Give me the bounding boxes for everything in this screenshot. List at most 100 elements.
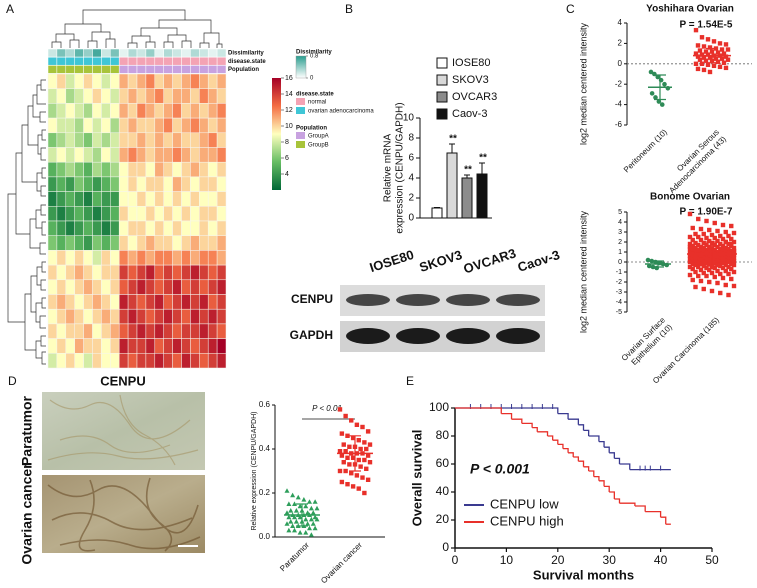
heatmap-cell <box>136 338 147 354</box>
y-tick-label: 5 <box>618 209 622 216</box>
survival-step <box>578 460 585 467</box>
data-point <box>711 63 717 69</box>
annotation-cell <box>101 56 111 66</box>
survival-step <box>511 418 523 424</box>
data-point <box>687 234 693 240</box>
heatmap-cell <box>47 220 58 236</box>
heatmap-cell <box>101 73 111 89</box>
annotation-cell <box>181 65 191 74</box>
blot-row-label: CENPU <box>291 292 333 306</box>
survival-step <box>598 440 605 448</box>
data-point <box>696 242 701 248</box>
heatmap-cell <box>101 161 111 178</box>
survival-step <box>660 516 667 525</box>
heatmap-cell <box>65 191 75 207</box>
data-point <box>726 264 731 270</box>
heatmap-cell <box>207 353 218 369</box>
data-point <box>731 230 737 236</box>
survival-step <box>645 510 662 518</box>
data-point <box>712 257 717 263</box>
x-axis-label: Survival months <box>533 567 634 582</box>
annotation-cell <box>163 56 173 66</box>
heatmap-cell <box>163 353 173 369</box>
data-point <box>367 460 373 465</box>
heatmap-cell <box>145 264 156 281</box>
heatmap-cell <box>199 250 209 266</box>
data-point <box>290 523 296 528</box>
heatmap-cell <box>101 220 111 236</box>
heatmap-cell <box>154 220 164 236</box>
data-point <box>345 482 350 487</box>
legend-swatch <box>296 141 305 148</box>
heatmap-cell <box>47 294 58 310</box>
heatmap-cell <box>136 294 147 310</box>
data-point <box>707 45 713 50</box>
heatmap-cell <box>145 161 156 178</box>
data-point <box>648 69 654 75</box>
heatmap-cell <box>101 88 111 104</box>
data-point <box>729 257 734 263</box>
heatmap-cell <box>118 88 129 104</box>
x-tick-label: 50 <box>705 553 719 567</box>
data-point <box>646 263 652 269</box>
heatmap-cell <box>47 161 58 178</box>
heatmap-cell <box>110 250 120 266</box>
heatmap-cell <box>145 294 156 310</box>
p-value: P = 1.54E-5 <box>680 20 733 31</box>
data-point <box>362 490 367 496</box>
data-point <box>704 250 709 256</box>
heatmap-cell <box>127 235 138 251</box>
heatmap-cell <box>92 250 102 266</box>
data-point <box>337 468 343 474</box>
heatmap-cell <box>101 279 111 295</box>
x-tick-label: Peritoneum (10) <box>622 127 669 174</box>
blot-band <box>346 328 390 344</box>
heatmap-cell <box>65 176 75 192</box>
lane-label: Caov-3 <box>516 247 562 275</box>
legend-title: Dissimilarity <box>296 50 332 56</box>
data-point <box>723 282 728 288</box>
heatmap-cell <box>136 308 147 325</box>
data-point <box>696 264 701 270</box>
heatmap-cell <box>190 206 200 222</box>
data-point <box>350 435 356 441</box>
data-point <box>307 525 312 531</box>
heatmap-cell <box>110 132 120 148</box>
data-point <box>695 43 701 48</box>
x-tick-label: 20 <box>551 553 565 567</box>
data-point <box>284 521 290 526</box>
data-point <box>288 519 294 524</box>
heatmap-cell <box>110 308 120 325</box>
heatmap-cell <box>172 264 182 281</box>
heatmap-cell <box>181 191 191 207</box>
data-point <box>726 250 731 256</box>
y-tick-label: -6 <box>615 120 623 129</box>
data-point <box>698 252 704 258</box>
heatmap-cell <box>199 117 209 134</box>
heatmap-cell <box>216 191 227 207</box>
data-point <box>693 240 698 246</box>
heatmap-cell <box>74 117 84 134</box>
annotation-cell <box>172 56 182 66</box>
heatmap-cell <box>163 264 173 281</box>
heatmap-cell <box>136 353 147 369</box>
heatmap-cell <box>154 206 164 222</box>
heatmap-cell <box>101 176 111 192</box>
heatmap-cell <box>199 161 209 178</box>
heatmap-cell <box>74 250 84 266</box>
data-point <box>726 253 731 259</box>
error-bar <box>434 207 440 208</box>
data-point <box>307 499 312 504</box>
heatmap-cell <box>92 103 102 119</box>
data-point <box>726 259 731 265</box>
survival-step <box>547 435 554 441</box>
legend-label: IOSE80 <box>452 57 491 69</box>
heatmap-cell <box>190 147 200 163</box>
heatmap-cell <box>74 308 84 325</box>
data-point <box>718 271 723 277</box>
heatmap-cell <box>127 294 138 310</box>
data-point <box>731 269 737 275</box>
heatmap-cell <box>118 176 129 192</box>
annotation-cell <box>172 48 182 58</box>
heatmap-cell <box>92 353 102 369</box>
